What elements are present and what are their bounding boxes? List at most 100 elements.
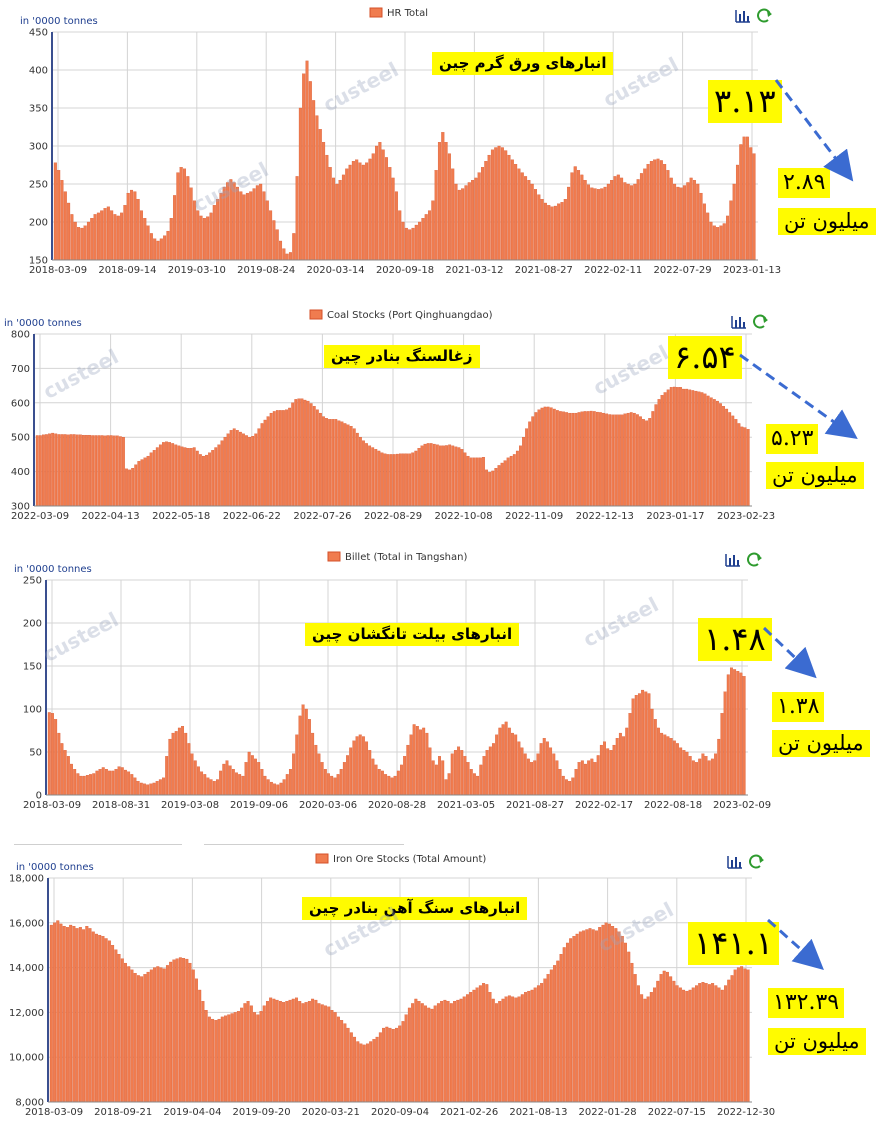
bar bbox=[614, 928, 618, 1103]
bar bbox=[586, 184, 590, 261]
bar bbox=[303, 399, 307, 507]
bar bbox=[457, 189, 461, 261]
bar bbox=[451, 168, 455, 261]
bar bbox=[487, 154, 491, 261]
y-tick-label: 0 bbox=[36, 791, 42, 802]
bar bbox=[375, 1036, 379, 1103]
bar bbox=[633, 974, 637, 1103]
bar bbox=[177, 727, 181, 796]
bar bbox=[298, 715, 302, 796]
bar bbox=[528, 421, 532, 507]
bar bbox=[123, 205, 127, 261]
bar bbox=[549, 407, 553, 507]
bar bbox=[454, 183, 458, 261]
bar bbox=[51, 713, 54, 796]
legend-label: Billet (Total in Tangshan) bbox=[345, 552, 467, 563]
bar bbox=[178, 957, 182, 1103]
bar bbox=[116, 215, 120, 261]
refresh-icon[interactable] bbox=[748, 854, 770, 872]
bar bbox=[476, 775, 480, 796]
bar bbox=[557, 203, 561, 261]
iron-ore-unit-fa: میلیون تن bbox=[768, 1028, 866, 1056]
bar bbox=[196, 766, 200, 796]
bar bbox=[285, 1001, 289, 1103]
bar bbox=[742, 136, 746, 261]
bar bbox=[162, 777, 165, 796]
bar bbox=[346, 755, 349, 796]
bar bbox=[355, 432, 359, 507]
bar-chart-icon[interactable] bbox=[734, 8, 756, 26]
bar bbox=[553, 205, 557, 261]
bar bbox=[162, 968, 166, 1103]
x-tick-label: 2022-08-18 bbox=[644, 800, 702, 811]
bar bbox=[368, 445, 372, 507]
bar bbox=[660, 395, 664, 507]
bar bbox=[675, 387, 679, 507]
bar-chart-icon[interactable] bbox=[730, 314, 752, 332]
bar bbox=[260, 769, 264, 796]
hr-current-value: ۲.۸۹ bbox=[778, 168, 831, 199]
bar bbox=[485, 984, 489, 1103]
bar bbox=[625, 727, 629, 796]
bar bbox=[533, 189, 538, 261]
hr-total-panel: 450 400 350 300 250 200 150 2018-03-09 2018-09-1… bbox=[0, 0, 878, 276]
bar bbox=[491, 470, 495, 507]
bar bbox=[565, 412, 569, 507]
bar bbox=[572, 936, 576, 1103]
bar bbox=[600, 188, 604, 261]
bar bbox=[540, 199, 544, 261]
iron-ore-chart: 18,00016,00014,00012,00010,0008,0002018-… bbox=[9, 853, 775, 1118]
bar bbox=[103, 208, 107, 261]
bar bbox=[698, 983, 702, 1103]
bar bbox=[514, 734, 518, 796]
bar bbox=[128, 469, 132, 507]
bar bbox=[301, 704, 305, 796]
bar bbox=[235, 772, 238, 796]
bar bbox=[358, 734, 362, 796]
bar bbox=[238, 774, 242, 796]
bar bbox=[378, 1032, 382, 1103]
bar bbox=[125, 468, 128, 507]
refresh-icon[interactable] bbox=[746, 552, 768, 570]
bar bbox=[233, 1012, 237, 1103]
bar bbox=[295, 734, 299, 796]
bar bbox=[248, 437, 252, 507]
bar bbox=[206, 216, 210, 261]
bar bbox=[482, 756, 486, 796]
y-tick-label: 600 bbox=[11, 398, 30, 409]
bar-chart-icon[interactable] bbox=[724, 552, 746, 570]
bar bbox=[304, 1002, 308, 1103]
bar bbox=[279, 782, 283, 796]
bar bbox=[653, 719, 657, 796]
bar bbox=[743, 968, 747, 1103]
bar bbox=[617, 414, 621, 507]
bar bbox=[520, 747, 524, 796]
bar bbox=[676, 186, 680, 261]
refresh-icon[interactable] bbox=[756, 8, 778, 26]
bar bbox=[136, 781, 140, 796]
bar bbox=[614, 414, 618, 507]
bar bbox=[685, 751, 689, 796]
bar bbox=[710, 758, 714, 796]
bar bbox=[89, 774, 92, 796]
bar bbox=[723, 691, 727, 796]
bar bbox=[479, 457, 482, 507]
x-tick-label: 2020-09-04 bbox=[371, 1107, 429, 1118]
bar bbox=[323, 769, 327, 796]
bar-chart-icon[interactable] bbox=[726, 854, 748, 872]
bar bbox=[227, 1014, 231, 1103]
bar bbox=[585, 929, 589, 1103]
bar bbox=[669, 177, 673, 261]
bar bbox=[666, 389, 670, 507]
bar bbox=[399, 453, 402, 507]
bar bbox=[98, 769, 102, 796]
bar bbox=[253, 1012, 257, 1103]
y-tick-label: 350 bbox=[29, 104, 48, 115]
refresh-icon[interactable] bbox=[752, 314, 774, 332]
bar bbox=[418, 221, 422, 261]
bar bbox=[380, 770, 384, 796]
bar bbox=[143, 783, 146, 796]
bar bbox=[712, 399, 716, 507]
bar bbox=[546, 406, 550, 507]
bar bbox=[586, 411, 590, 507]
